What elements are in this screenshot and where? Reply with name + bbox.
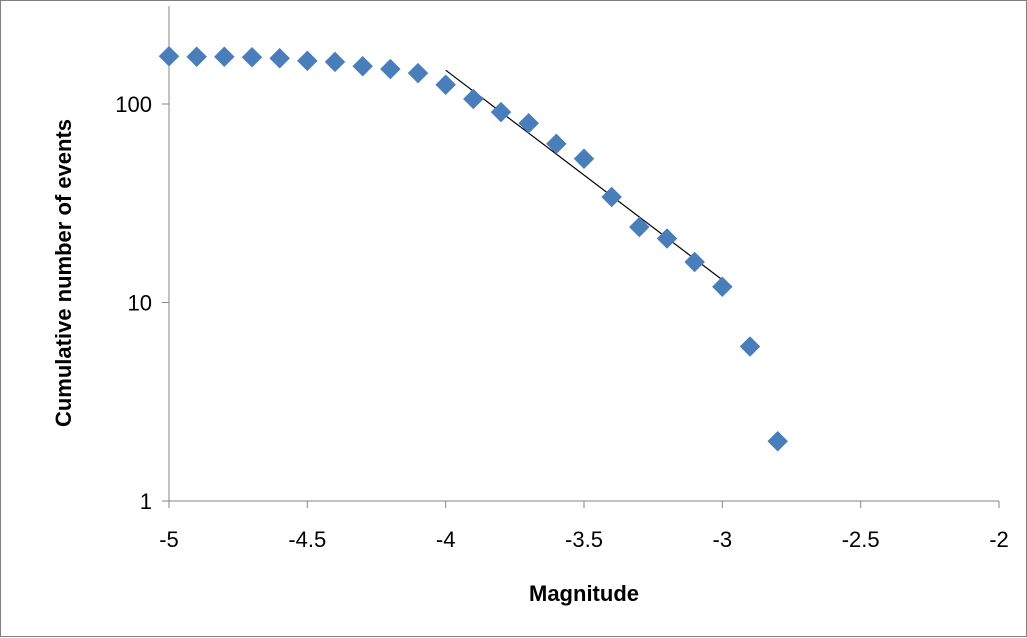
y-tick-label: 1: [140, 489, 152, 514]
x-axis-title: Magnitude: [529, 581, 639, 606]
data-point: [158, 45, 180, 67]
data-point: [518, 112, 540, 134]
data-point: [656, 228, 678, 249]
x-tick-label: -4: [436, 527, 456, 552]
y-tick-label: 100: [115, 92, 152, 117]
data-point: [462, 88, 484, 110]
data-point: [296, 50, 318, 72]
data-point: [379, 58, 401, 80]
data-point: [684, 251, 706, 273]
x-tick-label: -2.5: [842, 527, 880, 552]
y-tick-label: 10: [128, 291, 152, 316]
data-point: [767, 430, 789, 452]
data-point: [490, 101, 512, 123]
data-point: [213, 46, 235, 68]
data-point: [545, 133, 567, 155]
y-axis-ticks: 1 10 100: [115, 92, 169, 514]
x-tick-label: -4.5: [288, 527, 326, 552]
data-point: [407, 62, 429, 84]
data-point: [739, 336, 761, 357]
axes: [168, 6, 999, 502]
data-point: [352, 55, 374, 77]
data-point: [324, 51, 346, 73]
data-point: [628, 216, 650, 238]
x-tick-label: -2: [989, 527, 1009, 552]
x-tick-label: -3: [713, 527, 733, 552]
x-tick-label: -5: [159, 527, 179, 552]
data-point: [186, 46, 208, 68]
fit-line: [445, 69, 723, 281]
x-axis-ticks: -5 -4.5 -4 -3.5 -3 -2.5 -2: [159, 501, 1009, 552]
data-point: [573, 148, 595, 170]
data-points: [158, 45, 789, 452]
y-axis-title: Cumulative number of events: [51, 119, 76, 427]
x-tick-label: -3.5: [565, 527, 603, 552]
data-point: [435, 74, 457, 96]
data-point: [601, 186, 623, 208]
data-point: [711, 276, 733, 298]
data-point: [269, 47, 291, 69]
fit-line-group: [445, 69, 723, 281]
data-point: [241, 46, 263, 68]
